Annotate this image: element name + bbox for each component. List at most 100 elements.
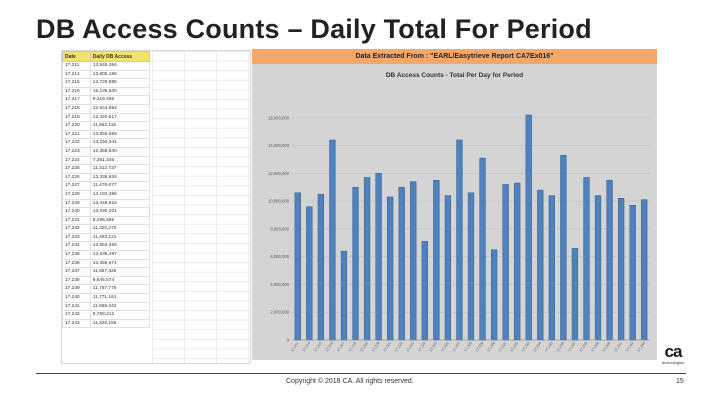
sheet-cell-date: 17,226 — [62, 172, 91, 183]
x-tick-label: 17,214 — [302, 341, 312, 352]
bar — [560, 155, 567, 341]
x-tick-label: 17,231 — [498, 341, 508, 352]
bar — [617, 198, 625, 341]
sheet-row: 17,239 11,757,775 — [62, 284, 151, 295]
bar — [421, 241, 428, 341]
sheet-row: 17,230 13,030,201 — [62, 207, 151, 217]
x-tick-label: 17,236 — [556, 341, 566, 352]
x-tick-label: 17,226 — [440, 341, 450, 352]
sheet-row: 17,219 12,420,617 — [62, 112, 151, 123]
bar — [583, 177, 590, 341]
sheet-row: 17,231 9,295,565 — [62, 215, 151, 226]
sheet-cell-date: 17,223 — [62, 146, 91, 157]
sheet-cell-date: 17,236 — [62, 258, 91, 269]
sheet-row: 17,224 7,351,346 — [62, 155, 151, 166]
sheet-row: 17,228 14,193,486 — [62, 189, 151, 200]
sheet-row: 17,226 13,336,634 — [62, 172, 151, 183]
sheet-row: 17,222 13,193,341 — [62, 138, 151, 148]
sheet-row: 17,238 9,645,574 — [62, 275, 151, 286]
x-tick-label: 17,221 — [382, 341, 392, 352]
sheet-cell-date: 17,227 — [62, 181, 91, 191]
bar — [340, 250, 348, 341]
sheet-cell-date: 17,243 — [62, 318, 91, 329]
bar — [525, 114, 532, 341]
sheet-cell-count: 16,135,640 — [89, 86, 151, 97]
x-tick-label: 17,232 — [509, 341, 519, 352]
sheet-cell-date: 17,217 — [62, 95, 91, 105]
y-tick-label: 14,000,000 — [268, 143, 290, 148]
sheet-empty-grid — [152, 51, 250, 363]
sheet-cell-date: 17,220 — [62, 121, 91, 131]
x-tick-label: 17,234 — [533, 341, 543, 352]
sheet-cell-date: 17,235 — [62, 250, 91, 260]
x-tick-label: 17,219 — [359, 341, 369, 352]
sheet-cell-date: 17,232 — [62, 224, 91, 234]
sheet-cell-date: 17,229 — [62, 198, 91, 209]
x-tick-label: 17,222 — [394, 341, 404, 352]
bar — [467, 192, 475, 341]
y-tick-label: 2,000,000 — [270, 310, 289, 315]
sheet-row: 17,237 11,557,325 — [62, 267, 151, 277]
sheet-cell-count: 11,559,342 — [89, 301, 151, 312]
sheet-cell-count: 13,030,201 — [89, 207, 151, 217]
sheet-cell-count: 14,193,486 — [89, 189, 151, 200]
sheet-cell-count: 11,557,325 — [89, 267, 151, 277]
sheet-cell-count: 9,295,565 — [89, 215, 151, 226]
y-tick-label: 6,000,000 — [270, 254, 289, 259]
bar — [571, 248, 579, 341]
sheet-cell-date: 17,239 — [62, 284, 91, 295]
bar — [410, 181, 417, 341]
bar — [294, 192, 301, 341]
x-tick-label: 17,233 — [521, 341, 531, 352]
sheet-cell-date: 17,214 — [62, 69, 91, 80]
sheet-cell-count: 9,759,212 — [89, 310, 151, 320]
sheet-row: 17,236 13,356,671 — [62, 258, 151, 269]
sheet-cell-date: 17,218 — [62, 103, 91, 114]
footer-divider — [36, 373, 686, 374]
ca-logo: ca technologies — [657, 343, 689, 368]
sheet-row: 17,233 11,493,121 — [62, 232, 151, 243]
sheet-row: 17,216 16,135,640 — [62, 86, 151, 97]
sheet-cell-date: 17,224 — [62, 155, 91, 166]
extract-header: Data Extracted From : "EARL/Easytrieve R… — [252, 49, 657, 64]
x-tick-label: 17,240 — [602, 341, 612, 352]
page-number: 15 — [676, 378, 684, 385]
bar — [387, 196, 394, 341]
y-tick-label: 10,000,000 — [268, 199, 290, 204]
bar — [594, 195, 602, 341]
bar-chart: 0 2,000,000 4,000,000 6,000,000 8,000,000 10,… — [268, 114, 650, 353]
sheet-row: 17,235 13,635,497 — [62, 250, 151, 260]
x-tick-label: 17,216 — [325, 341, 335, 352]
sheet-cell-count: 13,356,671 — [89, 258, 151, 269]
sheet-header-row: Date Daily DB Access — [62, 51, 151, 62]
sheet-cell-date: 17,241 — [62, 301, 91, 312]
sheet-row: 17,240 11,771,161 — [62, 293, 151, 303]
sheet-cell-date: 17,230 — [62, 207, 91, 217]
bar — [456, 139, 463, 341]
y-tick-label: 16,000,000 — [268, 115, 290, 120]
bar — [317, 193, 325, 341]
sheet-row: 17,211 13,549,354 — [62, 61, 151, 71]
sheet-cell-count: 13,553,269 — [89, 241, 151, 252]
x-tick-label: 17,224 — [417, 341, 427, 352]
sheet-cell-date: 17,225 — [62, 164, 91, 174]
x-tick-label: 17,228 — [463, 341, 473, 352]
sheet-cell-date: 17,231 — [62, 215, 91, 226]
sheet-cell-date: 17,234 — [62, 241, 91, 252]
sheet-cell-count: 11,329,165 — [89, 318, 151, 329]
sheet-row: 17,215 13,729,585 — [62, 78, 151, 88]
sheet-row: 17,232 11,320,270 — [62, 224, 151, 234]
sheet-cell-count: 11,479,677 — [89, 181, 151, 191]
x-tick-label: 17,237 — [567, 341, 577, 352]
x-tick-label: 17,217 — [336, 341, 346, 352]
bar — [641, 199, 648, 341]
sheet-cell-date: 17,215 — [62, 78, 91, 88]
chart-title: DB Access Counts - Total Per Day for Per… — [385, 72, 524, 79]
sheet-cell-count: 13,549,354 — [89, 61, 151, 71]
slide-title: DB Access Counts – Daily Total For Perio… — [36, 14, 592, 44]
sheet-row: 17,223 12,355,540 — [62, 146, 151, 157]
x-tick-label: 17,225 — [429, 341, 439, 352]
bar — [490, 249, 498, 341]
sheet-cell-date: 17,237 — [62, 267, 91, 277]
sheet-cell-count: 12,355,540 — [89, 146, 151, 157]
